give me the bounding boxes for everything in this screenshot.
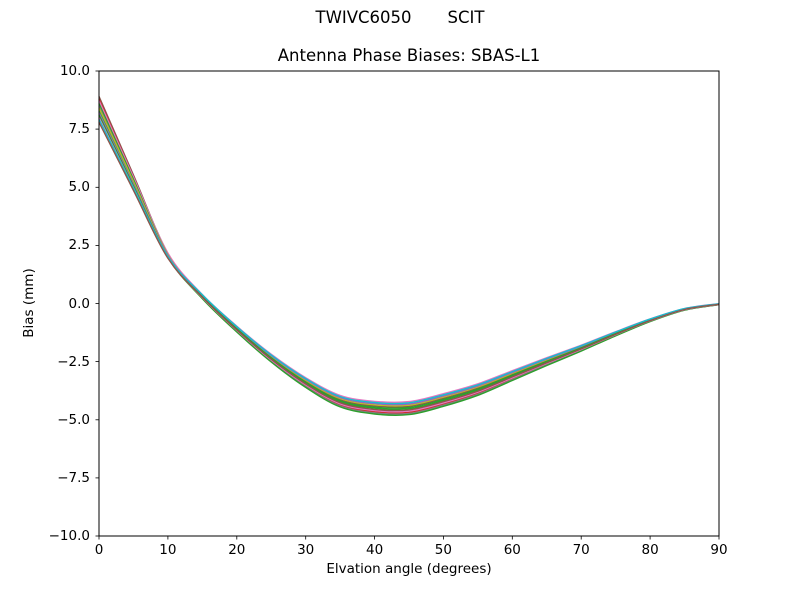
bias-curve-curve-01: [98, 96, 720, 408]
y-tick-label: −2.5: [57, 353, 90, 370]
solution-id: SCIT: [447, 8, 485, 27]
y-tick-label: 10.0: [59, 63, 90, 79]
bias-curve-curve-12: [98, 121, 720, 412]
y-tick-label: −5.0: [57, 411, 90, 428]
figure-suptitle: TWIVC6050 SCIT: [0, 8, 800, 27]
bias-curve-curve-08: [98, 112, 720, 406]
axes-frame: [98, 70, 720, 537]
x-tick-label: 0: [94, 542, 104, 558]
x-tick-label: 10: [159, 542, 177, 558]
bias-curve-curve-06: [98, 107, 720, 407]
y-tick-label: 0.0: [68, 295, 90, 312]
y-tick-label: −7.5: [57, 469, 90, 486]
bias-curve-curve-05: [98, 106, 720, 415]
chart-title: Antenna Phase Biases: SBAS-L1: [277, 46, 541, 65]
bias-curve-curve-07: [98, 110, 720, 417]
y-tick-label: 2.5: [68, 237, 90, 254]
bias-curve-curve-02: [98, 98, 720, 414]
bias-curve-curve-11: [98, 119, 720, 405]
x-axis-label: Elvation angle (degrees): [326, 561, 492, 577]
x-tick-label: 30: [297, 542, 315, 558]
y-tick-label: 5.0: [68, 179, 90, 196]
x-tick-label: 20: [228, 542, 246, 558]
bias-curve-curve-03: [98, 100, 720, 404]
y-tick-label: 7.5: [68, 121, 90, 138]
bias-curve-curve-04: [98, 103, 720, 411]
x-tick-label: 70: [572, 542, 590, 558]
station-id: TWIVC6050: [315, 8, 412, 27]
y-tick-label: −10.0: [48, 528, 90, 544]
x-tick-label: 50: [434, 542, 452, 558]
y-axis-label: Bias (mm): [21, 268, 37, 338]
x-tick-label: 40: [366, 542, 384, 558]
bias-curve-curve-10: [98, 117, 720, 413]
x-tick-label: 60: [503, 542, 521, 558]
bias-curve-curve-09: [98, 114, 720, 409]
x-tick-label: 80: [641, 542, 659, 558]
x-tick-label: 90: [710, 542, 728, 558]
